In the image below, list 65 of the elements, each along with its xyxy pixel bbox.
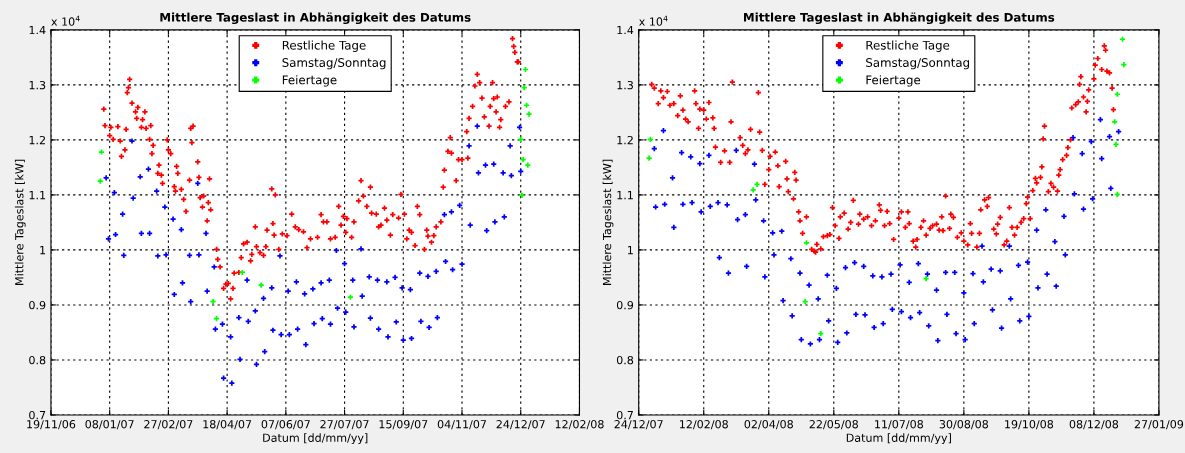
y-tick-label: 1.3: [29, 80, 46, 90]
point: [525, 162, 531, 168]
y-tick-label: 1.2: [617, 135, 633, 145]
x-tick-label: 19/11/06: [27, 420, 76, 430]
point: [754, 181, 760, 188]
point: [210, 299, 216, 305]
point: [750, 187, 756, 193]
x-tick-label: 12/02/08: [680, 420, 728, 430]
y-tick-label: 1.4: [617, 26, 634, 35]
point: [526, 111, 532, 117]
x-tick-label: 22/05/08: [809, 420, 858, 430]
y-tick-label: 0.8: [29, 355, 46, 365]
text: x 10$^{4}$: [51, 15, 80, 26]
x-tick-label: 08/01/07: [85, 420, 134, 430]
y-tick-label: 1.3: [617, 80, 633, 90]
y-tick-label: 0.8: [616, 355, 634, 365]
legend-label: Restliche Tage: [866, 40, 950, 52]
point: [97, 178, 103, 184]
legend-label: Feiertage: [866, 75, 921, 87]
x-tick-label: 15/09/07: [379, 420, 428, 430]
legend-label: Samstag/Sonntag: [866, 58, 970, 70]
x-tick-label: 27/02/07: [144, 420, 193, 430]
x-tick-label: 27/07/07: [320, 420, 369, 430]
x-tick-label: 24/12/07: [614, 420, 663, 430]
point: [1113, 141, 1119, 147]
x-tick-label: 12/02/08: [555, 420, 604, 430]
y-tick-label: 1.4: [29, 26, 46, 35]
chart-title: Mittlere Tageslast in Abhängigkeit des Datums: [160, 12, 471, 25]
x-tick-label: 19/10/08: [1005, 420, 1054, 430]
y-tick-label: 1.2: [29, 135, 45, 145]
x-tick-label: 30/08/08: [939, 420, 989, 430]
x-tick-label: 07/06/07: [261, 420, 310, 430]
point: [520, 157, 526, 163]
x-tick-label: 27/01/09: [1134, 420, 1184, 430]
x-tick-label: 11/07/08: [875, 420, 924, 430]
legend-label: Feiertage: [282, 75, 337, 87]
x-axis-title: Datum [dd/mm/yy]: [263, 433, 368, 445]
y-tick-label: 1: [628, 246, 633, 255]
point: [521, 85, 527, 91]
x-tick-label: 08/12/08: [1069, 420, 1119, 430]
text: x 10$^{4}$: [639, 15, 668, 26]
point: [519, 192, 525, 199]
y-tick-label: 0.7: [29, 410, 46, 420]
x-tick-label: 02/04/08: [744, 420, 793, 430]
y-tick-label: 1: [40, 246, 46, 255]
y-tick-label: 0.7: [616, 410, 633, 420]
x-tick-label: 18/04/07: [203, 420, 252, 430]
y-tick-label: 1.1: [29, 191, 46, 200]
y-tick-label: 0.9: [29, 300, 46, 310]
point: [258, 282, 264, 288]
y-axis-title: Mittlere Tageslast [kW]: [602, 159, 614, 285]
y-axis-title: Mittlere Tageslast [kW]: [14, 159, 26, 285]
y-tick-label: 1.1: [617, 191, 633, 200]
point: [98, 149, 105, 155]
point: [646, 155, 652, 161]
point: [1114, 91, 1120, 97]
legend-label: Restliche Tage: [282, 40, 366, 52]
point: [518, 136, 524, 142]
point: [1112, 119, 1118, 125]
chart-title: Mittlere Tageslast in Abhängigkeit des Datums: [744, 12, 1055, 25]
x-tick-label: 04/11/07: [437, 420, 487, 430]
legend-label: Samstag/Sonntag: [282, 58, 386, 70]
x-axis-title: Datum [dd/mm/yy]: [846, 433, 951, 445]
x-tick-label: 24/12/07: [496, 420, 545, 430]
y-tick-label: 0.9: [616, 300, 634, 310]
